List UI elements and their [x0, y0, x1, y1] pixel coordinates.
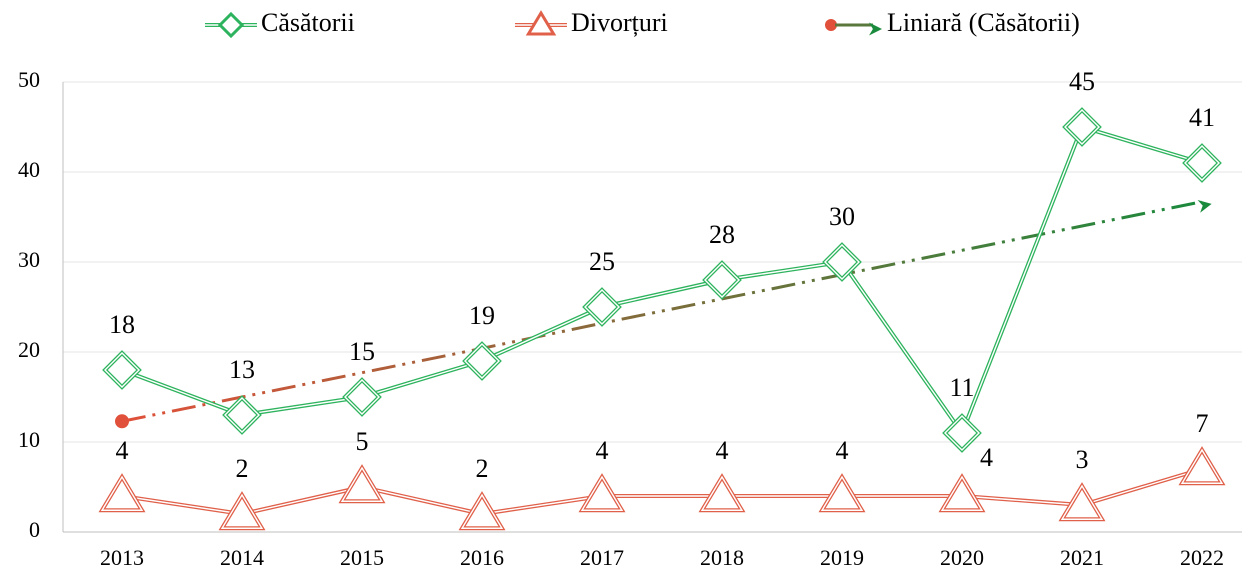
x-tick-label: 2021 — [1060, 545, 1104, 570]
x-tick-label: 2013 — [100, 545, 144, 570]
data-label: 45 — [1069, 67, 1095, 96]
series-line — [121, 467, 1203, 516]
y-tick-label: 40 — [18, 157, 40, 182]
point — [698, 473, 746, 513]
data-label: 41 — [1189, 103, 1215, 132]
legend-marker — [525, 10, 557, 36]
legend-label: Căsătorii — [261, 8, 355, 37]
legend-marker — [825, 19, 837, 31]
point-inner — [820, 475, 864, 511]
data-label: 4 — [596, 436, 609, 465]
data-label: 11 — [949, 373, 974, 402]
x-tick-label: 2022 — [1180, 545, 1224, 570]
point-inner — [704, 262, 740, 298]
series-line-inner — [121, 468, 1203, 515]
x-tick-label: 2015 — [340, 545, 384, 570]
point-inner — [700, 475, 744, 511]
data-label: 4 — [716, 436, 729, 465]
point — [338, 464, 386, 504]
legend-marker — [217, 11, 245, 39]
point — [578, 473, 626, 513]
point-inner — [1180, 448, 1224, 484]
data-label: 15 — [349, 337, 375, 366]
data-label: 4 — [836, 436, 849, 465]
point-inner — [460, 493, 504, 529]
point — [582, 287, 622, 327]
data-label: 3 — [1076, 445, 1089, 474]
data-label: 5 — [356, 427, 369, 456]
point — [342, 377, 382, 417]
point — [98, 473, 146, 513]
point — [1182, 143, 1222, 183]
series-line-inner — [121, 126, 1203, 434]
point-inner — [464, 343, 500, 379]
x-tick-label: 2017 — [580, 545, 624, 570]
point-inner — [220, 493, 264, 529]
data-label: 19 — [469, 301, 495, 330]
point — [1062, 107, 1102, 147]
point-inner — [940, 475, 984, 511]
point — [818, 473, 866, 513]
legend-label: Liniară (Căsătorii) — [887, 8, 1080, 37]
x-tick-label: 2016 — [460, 545, 504, 570]
point-inner — [1064, 109, 1100, 145]
data-label: 4 — [980, 443, 993, 472]
data-label: 2 — [236, 454, 249, 483]
point-inner — [100, 475, 144, 511]
point-inner — [584, 289, 620, 325]
trendline — [121, 200, 1212, 423]
point-inner — [224, 397, 260, 433]
data-label: 30 — [829, 202, 855, 231]
point — [1178, 446, 1226, 486]
point — [938, 473, 986, 513]
legend-label: Divorțuri — [571, 8, 668, 37]
point — [462, 341, 502, 381]
point — [702, 260, 742, 300]
x-tick-label: 2019 — [820, 545, 864, 570]
trend-start — [115, 414, 129, 429]
point — [822, 242, 862, 282]
point-inner — [340, 466, 384, 502]
data-label: 7 — [1196, 409, 1209, 438]
data-label: 2 — [476, 454, 489, 483]
point-inner — [344, 379, 380, 415]
data-label: 25 — [589, 247, 615, 276]
data-label: 4 — [116, 436, 129, 465]
point — [102, 350, 142, 390]
point-inner — [580, 475, 624, 511]
point-inner — [1184, 145, 1220, 181]
y-tick-label: 20 — [18, 337, 40, 362]
y-tick-label: 50 — [18, 67, 40, 92]
point-inner — [104, 352, 140, 388]
y-tick-label: 0 — [29, 517, 40, 542]
data-label: 13 — [229, 355, 255, 384]
point — [942, 413, 982, 453]
x-tick-label: 2018 — [700, 545, 744, 570]
data-label: 28 — [709, 220, 735, 249]
point-inner — [824, 244, 860, 280]
data-label: 18 — [109, 310, 135, 339]
x-tick-label: 2020 — [940, 545, 984, 570]
point-inner — [1060, 484, 1104, 520]
y-tick-label: 30 — [18, 247, 40, 272]
point-inner — [944, 415, 980, 451]
x-tick-label: 2014 — [220, 545, 264, 570]
point — [222, 395, 262, 435]
y-tick-label: 10 — [18, 427, 40, 452]
